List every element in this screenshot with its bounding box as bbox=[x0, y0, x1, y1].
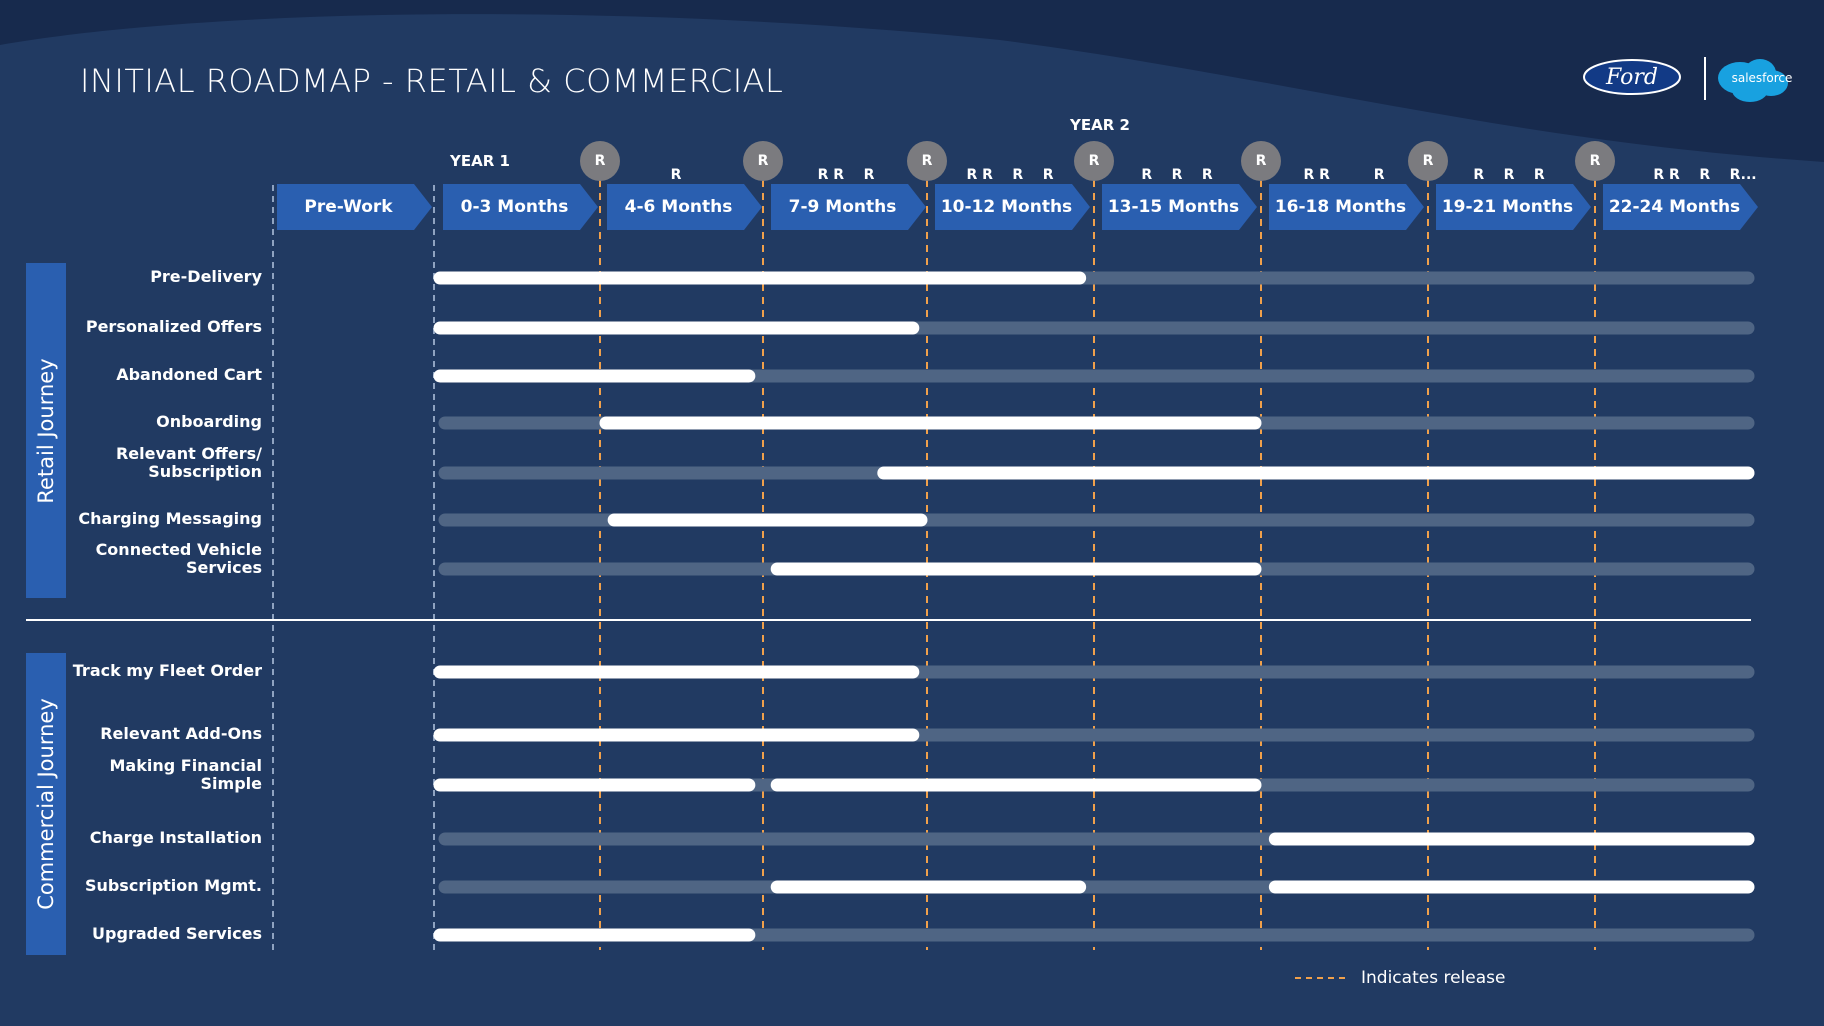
row-label: Relevant Offers/ Subscription bbox=[115, 444, 262, 481]
row-label: Pre-Delivery bbox=[150, 267, 262, 286]
phase-chevron bbox=[771, 184, 926, 230]
partner-logos: Ford salesforce bbox=[1583, 57, 1792, 102]
release-marker: R bbox=[1074, 141, 1114, 181]
release-cluster: R R R R bbox=[966, 167, 1054, 183]
release-cluster: R R R bbox=[817, 167, 875, 183]
commercial-journey-label: Commercial Journey bbox=[26, 653, 66, 955]
row-label: Onboarding bbox=[156, 412, 262, 431]
release-cluster: R R R bbox=[1303, 167, 1385, 183]
section-label: Commercial Journey bbox=[34, 698, 58, 910]
phase-label: Pre-Work bbox=[304, 197, 393, 217]
row-label: Making Financial Simple bbox=[109, 756, 263, 793]
year1-label: YEAR 1 bbox=[450, 152, 510, 170]
phase-chevron bbox=[1603, 184, 1758, 230]
legend: Indicates release bbox=[1295, 968, 1505, 988]
row-label: Track my Fleet Order bbox=[72, 661, 262, 680]
phase-chevron bbox=[935, 184, 1090, 230]
row-label: Subscription Mgmt. bbox=[84, 876, 262, 895]
salesforce-logo: salesforce bbox=[1718, 59, 1792, 102]
release-marker: R bbox=[907, 141, 947, 181]
retail-journey-label: Retail Journey bbox=[26, 263, 66, 598]
row-label: Personalized Offers bbox=[85, 317, 262, 336]
svg-text:salesforce: salesforce bbox=[1732, 71, 1793, 85]
phase-chevron bbox=[1102, 184, 1257, 230]
phase-label: 4-6 Months bbox=[624, 197, 733, 217]
section-label: Retail Journey bbox=[34, 357, 58, 504]
ford-logo: Ford bbox=[1583, 59, 1681, 95]
release-marker: R bbox=[743, 141, 783, 181]
phase-label: 16-18 Months bbox=[1274, 197, 1407, 217]
row-label: Abandoned Cart bbox=[116, 365, 262, 384]
phase-chevron bbox=[1436, 184, 1591, 230]
phase-label: 0-3 Months bbox=[460, 197, 569, 217]
release-marker: R bbox=[1575, 141, 1615, 181]
release-marker: R bbox=[1241, 141, 1281, 181]
phase-label: 22-24 Months bbox=[1608, 197, 1741, 217]
phase-chevron bbox=[443, 184, 598, 230]
release-cluster: R R R R... bbox=[1653, 167, 1757, 183]
legend-label: Indicates release bbox=[1361, 968, 1506, 988]
year2-label: YEAR 2 bbox=[1070, 116, 1130, 134]
row-label: Relevant Add-Ons bbox=[100, 724, 262, 743]
row-label: Connected Vehicle Services bbox=[95, 540, 262, 577]
release-cluster: R R R bbox=[1141, 167, 1213, 183]
phase-label: 7-9 Months bbox=[788, 197, 897, 217]
phase-chevron bbox=[607, 184, 762, 230]
release-line-swatch bbox=[1295, 977, 1345, 979]
phase-chevron bbox=[1269, 184, 1424, 230]
phase-chevron bbox=[277, 184, 432, 230]
row-label: Charging Messaging bbox=[78, 509, 262, 528]
phase-label: 10-12 Months bbox=[940, 197, 1073, 217]
release-cluster: R R R bbox=[1473, 167, 1545, 183]
phase-label: 13-15 Months bbox=[1107, 197, 1240, 217]
page-title: INITIAL ROADMAP - RETAIL & COMMERCIAL bbox=[80, 62, 784, 100]
release-cluster: R bbox=[670, 167, 682, 183]
row-label: Charge Installation bbox=[89, 828, 262, 847]
row-label: Upgraded Services bbox=[92, 924, 262, 943]
svg-text:Ford: Ford bbox=[1605, 65, 1658, 90]
release-marker: R bbox=[580, 141, 620, 181]
release-marker: R bbox=[1408, 141, 1448, 181]
phase-label: 19-21 Months bbox=[1441, 197, 1574, 217]
